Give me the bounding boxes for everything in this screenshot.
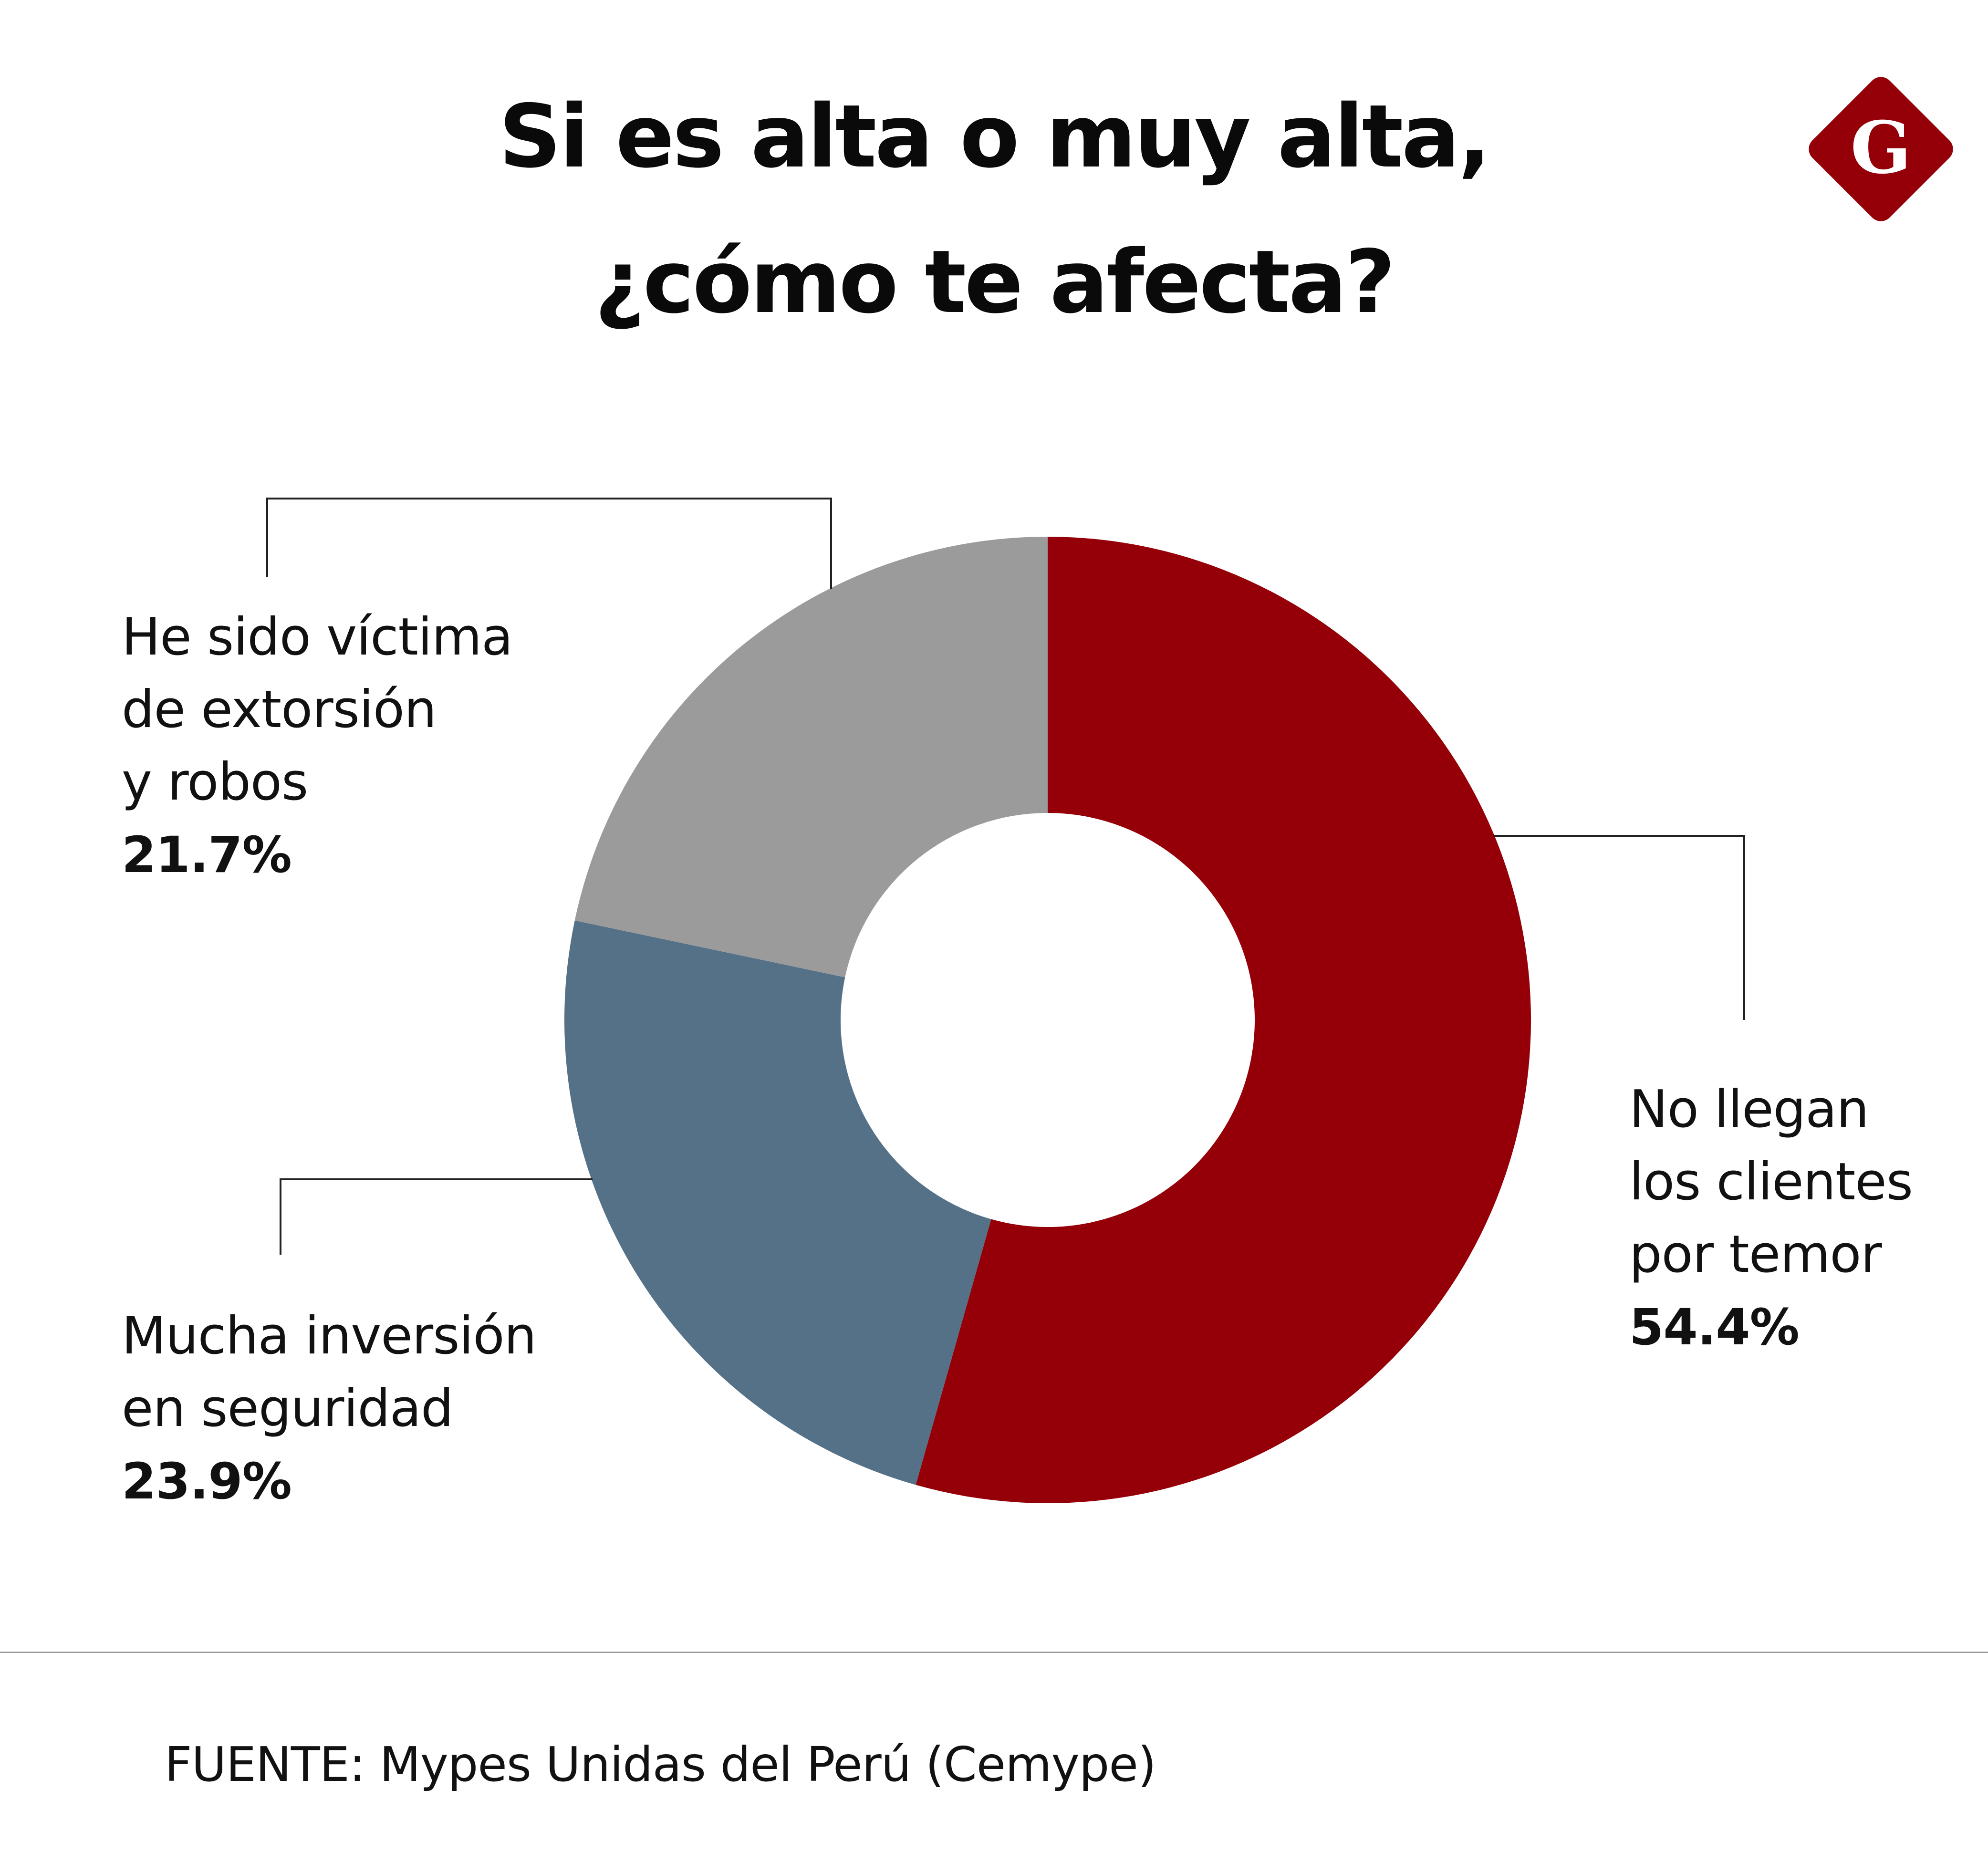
- leader-line-victima: [266, 498, 832, 589]
- leader-line-inversion: [280, 1178, 593, 1255]
- slice-value-label: 21.7%: [122, 826, 292, 884]
- footer-divider: [0, 1652, 1988, 1653]
- chart-title-line-2: ¿cómo te afecta?: [594, 231, 1395, 333]
- slice-value-label: 23.9%: [122, 1452, 292, 1510]
- logo-diamond: [1809, 77, 1953, 221]
- slice-label-line: He sido víctima: [122, 607, 513, 667]
- slice-label-inversion: Mucha inversión en seguridad 23.9%: [122, 1300, 537, 1518]
- leader-lines: [266, 498, 1745, 1255]
- slice-label-line: por temor: [1629, 1225, 1882, 1284]
- slice-label-clientes: No llegan los clientes por temor 54.4%: [1629, 1073, 1913, 1363]
- leader-line-clientes: [1494, 835, 1745, 1020]
- source-note: FUENTE: Mypes Unidas del Perú (Cemype): [165, 1737, 1156, 1792]
- donut-slice-1: [916, 537, 1531, 1503]
- slice-label-line: de extorsión: [122, 680, 437, 739]
- donut-slice-3: [574, 537, 1048, 978]
- gestion-logo-icon: G: [1809, 77, 1953, 221]
- slice-value-label: 54.4%: [1629, 1298, 1800, 1356]
- slice-label-line: en seguridad: [122, 1379, 454, 1438]
- donut-slice-2: [564, 920, 991, 1485]
- slice-label-victima: He sido víctima de extorsión y robos 21.…: [122, 601, 513, 891]
- chart-title-line-1: Si es alta o muy alta,: [499, 86, 1491, 187]
- slice-label-line: y robos: [122, 752, 308, 812]
- slice-label-line: No llegan: [1629, 1080, 1869, 1139]
- logo-letter: G: [1850, 106, 1911, 190]
- slice-label-line: Mucha inversión: [122, 1306, 537, 1366]
- donut-slices: [564, 537, 1531, 1503]
- slice-label-line: los clientes: [1629, 1152, 1913, 1212]
